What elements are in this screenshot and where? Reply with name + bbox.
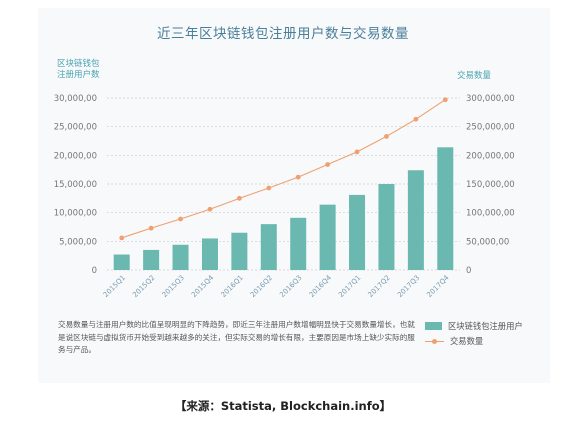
bar [143,249,160,270]
left-tick-label: 20,000,00 [54,151,97,161]
x-tick-label: 2016Q3 [278,274,303,299]
bar [319,204,336,270]
chart-card [38,8,550,383]
legend-item-line: 交易数量 [425,335,483,347]
legend-bar-swatch [425,322,442,330]
legend-bar-label: 区块链钱包注册用户 [448,321,523,331]
line-point [236,195,242,201]
x-tick-label: 2017Q3 [396,274,421,299]
source-text: 【来源：Statista, Blockchain.info】 [174,399,392,413]
line-point [413,116,419,122]
line-point [207,206,213,212]
bar [113,254,130,270]
line-point [148,225,154,231]
x-tick-label: 2015Q1 [102,274,127,299]
line-series [121,99,446,239]
right-tick-label: 100,000,00 [466,209,515,219]
left-axis-label: 区块链钱包 注册用户数 [57,59,137,81]
line-point [384,134,389,139]
legend-line-swatch [425,337,444,345]
bar [378,184,395,270]
chart-note: 交易数量与注册用户数的比值呈现明显的下降趋势，即近三年注册用户数增幅明显快于交易… [58,320,415,354]
x-tick-label: 2016Q4 [308,273,334,299]
left-tick-label: 0 [92,266,97,276]
line-point [178,216,183,222]
x-tick-label: 2016Q1 [219,274,244,299]
line-point [442,97,448,103]
bar [407,170,424,270]
x-tick-label: 2017Q2 [367,274,392,299]
right-axis-label: 交易数量 [457,71,492,81]
right-tick-label: 250,000,00 [466,123,515,133]
bar [172,244,189,270]
bar [231,232,248,270]
x-tick-label: 2015Q4 [190,273,216,299]
right-tick-label: 200,000,00 [466,151,515,161]
left-tick-label: 15,000,00 [54,180,97,190]
right-tick-label: 50,000,00 [466,237,509,247]
left-tick-label: 10,000,00 [54,209,97,219]
left-tick-label: 5,000,00 [59,237,97,247]
line-point [354,149,360,155]
bar [437,147,454,270]
x-tick-label: 2017Q4 [425,273,451,299]
left-axis-label-line-0: 区块链钱包 [57,59,100,69]
x-tick-label: 2015Q2 [131,274,156,299]
left-tick-label: 30,000,00 [54,94,97,104]
x-tick-label: 2017Q1 [337,274,362,299]
bar [260,224,277,270]
line-point [295,174,301,180]
legend-item-bar: 区块链钱包注册用户 [425,320,523,332]
right-tick-label: 300,000,00 [466,94,515,104]
right-tick-label: 150,000,00 [466,180,515,190]
left-axis-label-line-1: 注册用户数 [57,70,100,80]
bar [201,238,218,270]
left-tick-label: 25,000,00 [54,123,97,133]
line-point [266,185,272,191]
bar [290,217,307,270]
x-tick-label: 2015Q3 [161,274,186,299]
right-tick-label: 0 [466,266,471,276]
x-tick-label: 2016Q2 [249,274,274,299]
legend-line-label: 交易数量 [450,336,484,346]
line-point [325,162,331,167]
chart-title: 近三年区块链钱包注册用户数与交易数量 [157,26,409,42]
bar [349,194,366,270]
line-point [119,235,125,241]
